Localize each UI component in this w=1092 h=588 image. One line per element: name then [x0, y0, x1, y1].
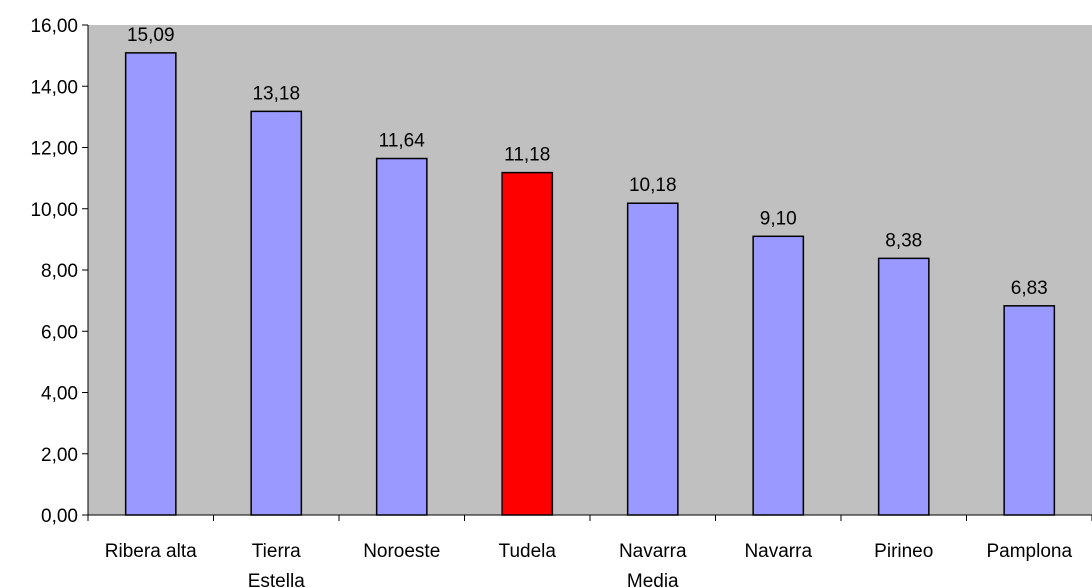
- bar: [879, 258, 929, 515]
- data-label: 9,10: [760, 208, 797, 229]
- y-tick-label: 14,00: [30, 77, 78, 98]
- data-label: 11,64: [379, 131, 426, 152]
- category-label: Navarra: [619, 541, 687, 562]
- y-tick-label: 10,00: [30, 200, 78, 221]
- y-axis: 0,00 2,00 4,00 6,00 8,00 10,00 12,00 14,00 16,00: [30, 16, 88, 527]
- category-label: Pamplona: [986, 541, 1072, 562]
- y-tick-label: 16,00: [30, 16, 78, 37]
- category-label: Tudela: [499, 541, 557, 562]
- x-axis: [88, 515, 1092, 521]
- y-tick-label: 2,00: [41, 445, 78, 466]
- category-label: Pirineo: [874, 541, 933, 562]
- category-label: Noroeste: [363, 541, 440, 562]
- bar: [1004, 306, 1054, 515]
- data-label: 6,83: [1011, 278, 1048, 299]
- plot-area: [88, 25, 1092, 515]
- category-label: Tierra: [252, 541, 301, 562]
- data-label: 11,18: [504, 145, 550, 166]
- category-labels: Ribera alta Tierra Estella Noroeste Tudela Na…: [105, 541, 1073, 588]
- data-label: 15,09: [127, 25, 175, 46]
- bar: [628, 203, 678, 515]
- bar: [126, 53, 176, 515]
- data-label: 10,18: [629, 175, 677, 196]
- y-tick-label: 4,00: [41, 384, 78, 405]
- bar: [753, 236, 803, 515]
- data-label: 13,18: [252, 83, 300, 104]
- bar: [251, 111, 301, 515]
- category-label: Estella: [248, 571, 305, 588]
- y-tick-label: 12,00: [30, 139, 78, 160]
- y-tick-label: 6,00: [41, 322, 78, 343]
- y-tick-label: 0,00: [41, 506, 78, 527]
- data-label: 8,38: [885, 230, 922, 251]
- category-label: Ribera alta: [105, 541, 197, 562]
- bar: [377, 159, 427, 515]
- category-label: Navarra: [744, 541, 812, 562]
- category-label: Media: [627, 571, 679, 588]
- bar: [502, 173, 552, 515]
- y-tick-label: 8,00: [41, 261, 78, 282]
